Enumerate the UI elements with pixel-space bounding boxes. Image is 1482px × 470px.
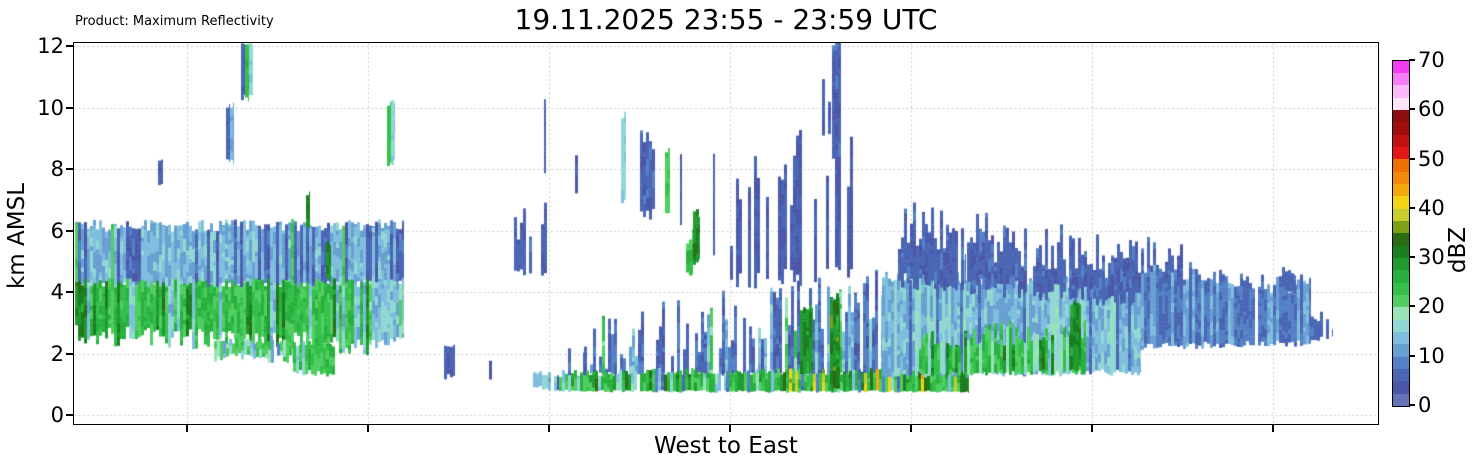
colorbar-segment-5-7.5dBZ bbox=[1393, 369, 1409, 382]
y-tick-label-2: 2 bbox=[50, 341, 64, 366]
y-tick-label-4: 4 bbox=[50, 280, 64, 305]
x-axis-label: West to East bbox=[654, 433, 798, 459]
colorbar-segment-17.5-20dBZ bbox=[1393, 307, 1409, 320]
colorbar-segment-60-62.5dBZ bbox=[1393, 97, 1409, 111]
colorbar-segment-25-27.5dBZ bbox=[1393, 270, 1409, 283]
colorbar-tick-mark-50 bbox=[1409, 157, 1415, 160]
colorbar-tick-label-0: 0 bbox=[1418, 393, 1432, 417]
colorbar-tick-label-60: 60 bbox=[1418, 97, 1445, 122]
colorbar-segment-27.5-30dBZ bbox=[1393, 258, 1409, 271]
y-tick-mark-8 bbox=[66, 168, 73, 171]
colorbar-segment-57.5-60dBZ bbox=[1393, 110, 1409, 123]
colorbar-segment-15-17.5dBZ bbox=[1393, 319, 1409, 333]
colorbar-tick-label-10: 10 bbox=[1418, 343, 1445, 368]
colorbar-segment-67.5-70dBZ bbox=[1393, 60, 1409, 74]
colorbar-segment-30-32.5dBZ bbox=[1393, 245, 1409, 259]
colorbar-tick-label-50: 50 bbox=[1418, 146, 1445, 171]
y-tick-mark-10 bbox=[66, 106, 73, 109]
colorbar-tick-mark-40 bbox=[1409, 206, 1415, 209]
colorbar-tick-label-70: 70 bbox=[1418, 48, 1445, 72]
reflectivity-heatmap-canvas bbox=[74, 43, 1378, 424]
colorbar-segment-10-12.5dBZ bbox=[1393, 344, 1409, 357]
y-tick-label-6: 6 bbox=[50, 218, 64, 243]
colorbar-segment-32.5-35dBZ bbox=[1393, 233, 1409, 246]
colorbar-segment-0-2.5dBZ bbox=[1393, 393, 1409, 406]
colorbar-tick-label-20: 20 bbox=[1418, 294, 1445, 319]
y-tick-label-0: 0 bbox=[50, 403, 64, 428]
x-tick-mark-2 bbox=[548, 425, 550, 432]
y-tick-label-8: 8 bbox=[50, 157, 64, 182]
y-tick-label-10: 10 bbox=[37, 95, 64, 120]
y-tick-label-12: 12 bbox=[37, 34, 64, 59]
x-tick-mark-1 bbox=[367, 425, 369, 432]
colorbar-segment-7.5-10dBZ bbox=[1393, 356, 1409, 370]
colorbar-segment-22.5-25dBZ bbox=[1393, 282, 1409, 296]
colorbar-label: dBZ bbox=[1445, 226, 1471, 274]
colorbar-segment-55-57.5dBZ bbox=[1393, 122, 1409, 135]
colorbar-segment-40-42.5dBZ bbox=[1393, 196, 1409, 209]
chart-title: 19.11.2025 23:55 - 23:59 UTC bbox=[514, 3, 938, 36]
colorbar-tick-mark-60 bbox=[1409, 108, 1415, 111]
x-tick-mark-5 bbox=[1091, 425, 1093, 432]
colorbar-segment-35-37.5dBZ bbox=[1393, 221, 1409, 234]
colorbar-segment-42.5-45dBZ bbox=[1393, 184, 1409, 197]
x-tick-mark-3 bbox=[729, 425, 731, 432]
y-tick-mark-0 bbox=[66, 414, 73, 417]
colorbar-tick-mark-30 bbox=[1409, 256, 1415, 259]
colorbar-tick-mark-0 bbox=[1409, 404, 1415, 406]
colorbar bbox=[1392, 60, 1410, 407]
colorbar-segment-12.5-15dBZ bbox=[1393, 332, 1409, 345]
colorbar-segment-65-67.5dBZ bbox=[1393, 73, 1409, 86]
x-tick-mark-0 bbox=[186, 425, 188, 432]
x-tick-mark-6 bbox=[1272, 425, 1274, 432]
colorbar-tick-mark-70 bbox=[1409, 59, 1415, 61]
colorbar-tick-mark-20 bbox=[1409, 305, 1415, 308]
colorbar-segment-47.5-50dBZ bbox=[1393, 159, 1409, 172]
product-label: Product: Maximum Reflectivity bbox=[75, 14, 274, 29]
colorbar-segment-20-22.5dBZ bbox=[1393, 295, 1409, 308]
y-tick-mark-4 bbox=[66, 291, 73, 294]
y-tick-mark-2 bbox=[66, 352, 73, 355]
colorbar-tick-label-30: 30 bbox=[1418, 245, 1445, 270]
colorbar-tick-mark-10 bbox=[1409, 354, 1415, 357]
x-tick-mark-4 bbox=[910, 425, 912, 432]
y-tick-mark-6 bbox=[66, 229, 73, 232]
colorbar-segment-2.5-5dBZ bbox=[1393, 381, 1409, 394]
colorbar-segment-37.5-40dBZ bbox=[1393, 208, 1409, 222]
colorbar-segment-62.5-65dBZ bbox=[1393, 85, 1409, 98]
plot-area bbox=[73, 42, 1379, 425]
colorbar-segment-50-52.5dBZ bbox=[1393, 147, 1409, 160]
colorbar-segment-45-47.5dBZ bbox=[1393, 171, 1409, 185]
colorbar-segment-52.5-55dBZ bbox=[1393, 134, 1409, 148]
y-tick-mark-12 bbox=[66, 45, 73, 48]
colorbar-tick-label-40: 40 bbox=[1418, 195, 1445, 220]
